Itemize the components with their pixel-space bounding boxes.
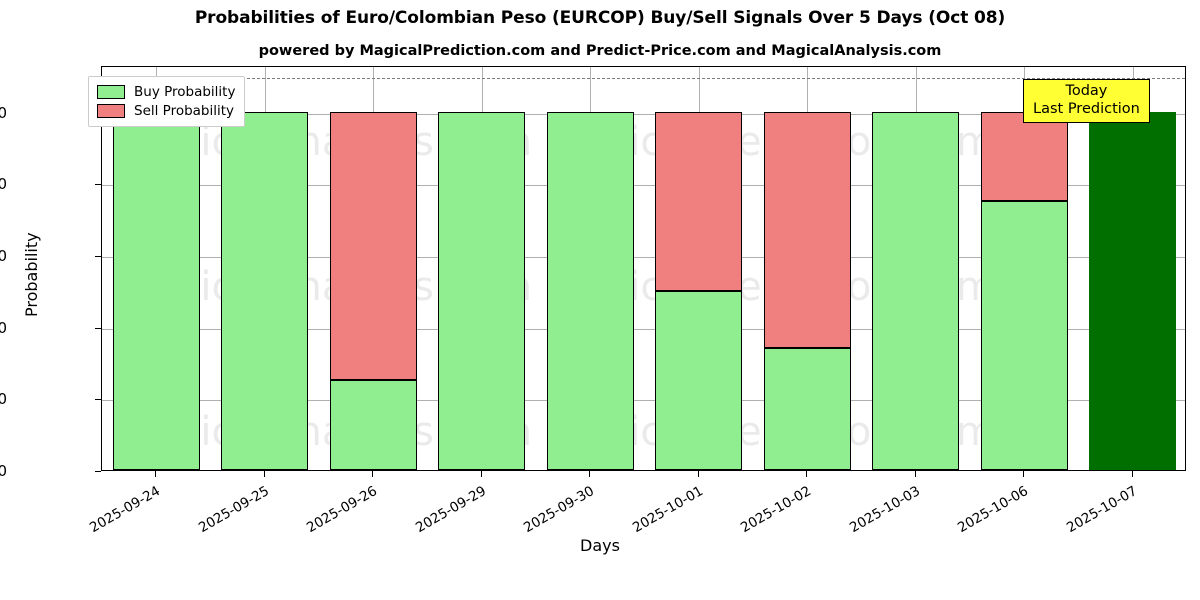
x-tick-label: 2025-09-26 bbox=[304, 483, 381, 537]
reference-line bbox=[102, 77, 1185, 79]
bar-group bbox=[1089, 65, 1177, 470]
bar-group bbox=[980, 65, 1068, 470]
legend-label-buy: Buy Probability bbox=[134, 83, 236, 100]
bar-segment-sell bbox=[763, 111, 851, 349]
x-tick-label: 2025-09-25 bbox=[195, 483, 272, 537]
chart-title: Probabilities of Euro/Colombian Peso (EU… bbox=[194, 8, 1006, 28]
x-tick-label: 2025-10-07 bbox=[1063, 483, 1140, 537]
y-axis-label: Probability bbox=[22, 231, 41, 317]
x-tick-label: 2025-10-03 bbox=[846, 483, 923, 537]
y-tick-label: 40 bbox=[0, 318, 7, 337]
x-tick-label: 2025-10-02 bbox=[738, 483, 815, 537]
chart-legend: Buy Probability Sell Probability bbox=[88, 76, 246, 127]
y-tick-mark bbox=[95, 327, 101, 329]
y-tick-mark bbox=[95, 184, 101, 186]
chart-subtitle: powered by MagicalPrediction.com and Pre… bbox=[258, 43, 942, 59]
bar-segment-sell bbox=[980, 111, 1068, 202]
bar-segment-buy bbox=[655, 290, 743, 470]
y-tick-label: 0 bbox=[0, 462, 7, 480]
bar-segment-buy bbox=[980, 201, 1068, 470]
y-tick-mark bbox=[95, 399, 101, 401]
legend-swatch-sell bbox=[97, 103, 125, 118]
y-tick-mark bbox=[95, 471, 101, 472]
x-tick-mark bbox=[155, 471, 157, 477]
x-tick-label: 2025-09-24 bbox=[87, 483, 164, 537]
x-tick-mark bbox=[263, 471, 265, 477]
x-tick-mark bbox=[697, 471, 699, 477]
legend-swatch-buy bbox=[97, 84, 125, 99]
x-tick-label: 2025-09-29 bbox=[412, 483, 489, 537]
today-annotation: Today Last Prediction bbox=[1023, 79, 1150, 124]
bar-segment-today bbox=[1089, 111, 1177, 470]
x-tick-mark bbox=[589, 471, 591, 477]
bar-segment-buy bbox=[438, 111, 526, 470]
y-tick-label: 20 bbox=[0, 390, 7, 409]
bar-group bbox=[763, 65, 851, 470]
bar-group bbox=[872, 65, 960, 470]
legend-item-sell: Sell Probability bbox=[97, 101, 235, 120]
x-tick-mark bbox=[1131, 471, 1133, 477]
bar-group bbox=[438, 65, 526, 470]
bars-layer bbox=[102, 67, 1185, 470]
y-tick-label: 100 bbox=[0, 103, 7, 122]
gridline bbox=[102, 113, 1185, 115]
x-axis-label: Days bbox=[580, 536, 620, 555]
bar-group bbox=[655, 65, 743, 470]
x-tick-mark bbox=[372, 471, 374, 477]
bar-segment-buy bbox=[112, 111, 200, 470]
legend-label-sell: Sell Probability bbox=[134, 102, 235, 119]
y-tick-label: 80 bbox=[0, 175, 7, 194]
bar-segment-buy bbox=[872, 111, 960, 470]
bar-segment-buy bbox=[546, 111, 634, 470]
annotation-line-1: Today bbox=[1065, 83, 1108, 99]
annotation-line-2: Last Prediction bbox=[1033, 100, 1140, 117]
x-tick-label: 2025-10-01 bbox=[629, 483, 706, 537]
x-tick-mark bbox=[914, 471, 916, 477]
legend-item-buy: Buy Probability bbox=[97, 82, 235, 101]
bar-segment-buy bbox=[329, 380, 417, 470]
x-tick-mark bbox=[806, 471, 808, 477]
y-tick-mark bbox=[95, 255, 101, 257]
gridline bbox=[102, 328, 1185, 330]
bar-segment-buy bbox=[763, 348, 851, 470]
x-tick-mark bbox=[1023, 471, 1025, 477]
gridline bbox=[102, 256, 1185, 258]
gridline bbox=[102, 185, 1185, 187]
x-tick-label: 2025-09-30 bbox=[521, 483, 598, 537]
bar-group bbox=[221, 65, 309, 470]
plot-area: MagicalAnalysis.com MagicalPrediction.co… bbox=[101, 66, 1186, 471]
bar-segment-buy bbox=[221, 111, 309, 470]
x-tick-mark bbox=[480, 471, 482, 477]
bar-segment-sell bbox=[655, 111, 743, 291]
gridline bbox=[102, 400, 1185, 402]
bar-group bbox=[329, 65, 417, 470]
x-tick-label: 2025-10-06 bbox=[955, 483, 1032, 537]
y-tick-label: 60 bbox=[0, 246, 7, 265]
bar-group bbox=[546, 65, 634, 470]
bar-segment-sell bbox=[329, 111, 417, 381]
